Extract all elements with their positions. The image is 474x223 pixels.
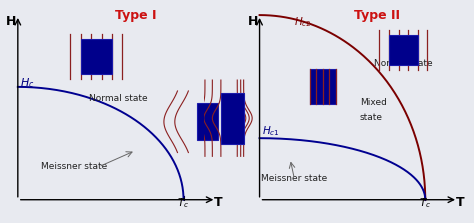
Text: Meissner state: Meissner state bbox=[261, 174, 328, 183]
Bar bbox=[221, 93, 244, 144]
Text: $H_{c2}$: $H_{c2}$ bbox=[294, 15, 312, 29]
Text: T: T bbox=[214, 196, 223, 209]
Bar bbox=[389, 35, 418, 65]
Text: Type I: Type I bbox=[115, 9, 156, 22]
Text: Type II: Type II bbox=[354, 9, 401, 22]
Text: H: H bbox=[248, 15, 258, 28]
Text: $H_c$: $H_c$ bbox=[20, 76, 35, 90]
Bar bbox=[81, 39, 111, 74]
Text: Normal state: Normal state bbox=[374, 59, 433, 68]
Bar bbox=[310, 69, 336, 104]
Text: $T_c$: $T_c$ bbox=[177, 196, 190, 210]
Text: Mixed: Mixed bbox=[360, 98, 387, 107]
Text: H: H bbox=[6, 15, 17, 28]
Text: T: T bbox=[456, 196, 465, 209]
Text: Meissner state: Meissner state bbox=[41, 162, 108, 171]
Text: Normal state: Normal state bbox=[89, 94, 147, 103]
Text: $T_c$: $T_c$ bbox=[419, 196, 431, 210]
Text: state: state bbox=[360, 113, 383, 122]
Bar bbox=[197, 103, 219, 140]
Text: $H_{c1}$: $H_{c1}$ bbox=[262, 124, 280, 138]
